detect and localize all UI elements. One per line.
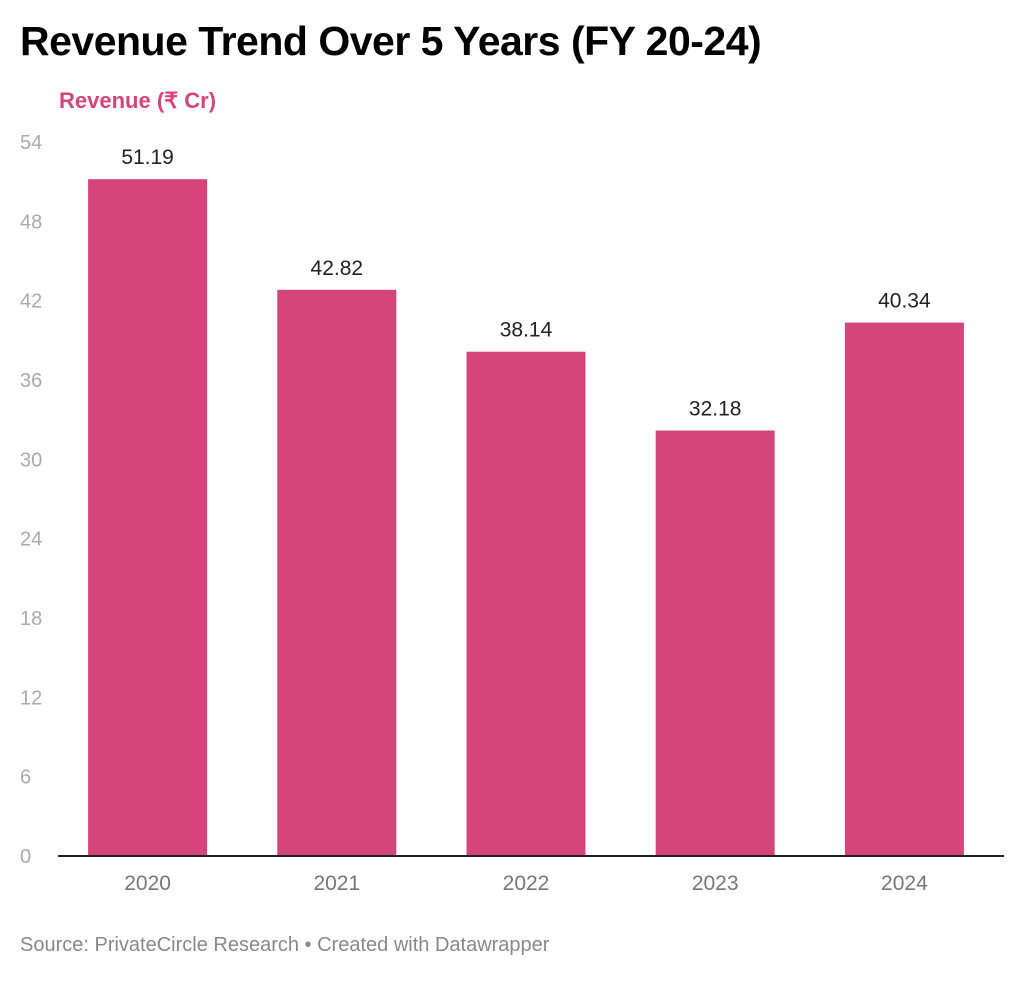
x-tick-label: 2020 bbox=[124, 872, 171, 895]
y-tick-label: 6 bbox=[20, 767, 31, 789]
y-axis-label: Revenue (₹ Cr) bbox=[59, 88, 217, 113]
bar-2022 bbox=[466, 351, 586, 856]
source-note: Source: PrivateCircle Research • Created… bbox=[20, 934, 550, 956]
x-tick-label: 2021 bbox=[313, 872, 360, 895]
value-label: 32.18 bbox=[689, 398, 742, 421]
x-tick-label: 2023 bbox=[692, 872, 739, 895]
value-label: 38.14 bbox=[500, 319, 553, 342]
y-tick-label: 0 bbox=[20, 846, 31, 868]
value-labels: 51.19 42.82 38.14 32.18 40.34 bbox=[121, 146, 931, 420]
x-axis-ticks: 2020 2021 2022 2023 2024 bbox=[124, 872, 928, 895]
y-tick-label: 12 bbox=[20, 687, 42, 709]
y-tick-label: 24 bbox=[20, 529, 42, 551]
chart-title: Revenue Trend Over 5 Years (FY 20-24) bbox=[20, 18, 762, 64]
value-label: 42.82 bbox=[311, 257, 364, 280]
y-tick-label: 18 bbox=[20, 608, 42, 630]
y-tick-label: 54 bbox=[20, 132, 42, 154]
value-label: 51.19 bbox=[121, 146, 174, 169]
bar-2020 bbox=[88, 179, 208, 857]
value-label: 40.34 bbox=[878, 290, 931, 313]
bars bbox=[88, 179, 964, 857]
y-tick-label: 36 bbox=[20, 370, 42, 392]
x-tick-label: 2022 bbox=[503, 872, 550, 895]
bar-2021 bbox=[277, 289, 397, 856]
y-tick-label: 30 bbox=[20, 449, 42, 471]
bar-2023 bbox=[655, 430, 775, 856]
bar-2024 bbox=[844, 322, 964, 856]
y-axis-ticks: 0 6 12 18 24 30 36 42 48 54 bbox=[20, 132, 42, 868]
x-tick-label: 2024 bbox=[881, 872, 928, 895]
y-tick-label: 48 bbox=[20, 211, 42, 233]
y-tick-label: 42 bbox=[20, 291, 42, 313]
